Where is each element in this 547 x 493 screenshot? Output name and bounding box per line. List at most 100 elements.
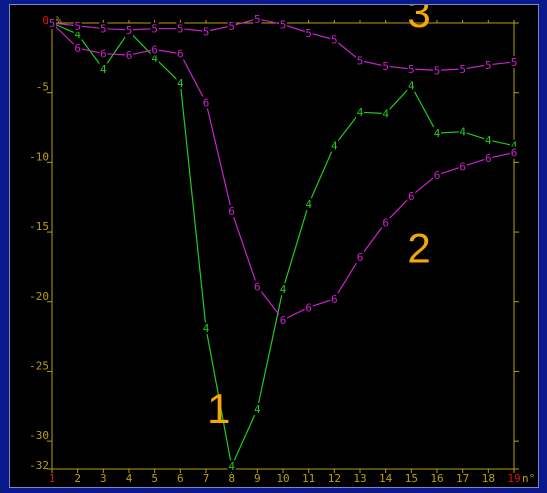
data-point-6: 6	[203, 96, 210, 109]
data-point-4: 4	[151, 52, 158, 65]
x-tick-label: 17	[456, 472, 469, 485]
data-point-6: 6	[74, 42, 81, 55]
marker-bg	[150, 51, 159, 64]
x-tick-label: 6	[177, 472, 184, 485]
data-point-5: 5	[434, 64, 441, 77]
x-tick-label: 18	[482, 472, 495, 485]
y-tick-label: -30	[29, 429, 49, 442]
marker-bg	[330, 139, 339, 152]
data-point-6: 6	[459, 161, 466, 174]
marker-bg	[458, 125, 467, 138]
series-line-6	[51, 22, 515, 321]
marker-bg	[253, 403, 262, 416]
data-point-6: 6	[177, 48, 184, 61]
data-point-5: 5	[511, 56, 518, 69]
data-point-4: 4	[382, 108, 389, 121]
marker-bg	[279, 18, 287, 31]
data-point-5: 5	[126, 24, 133, 37]
data-point-5: 5	[459, 63, 466, 76]
marker-bg	[73, 28, 82, 41]
data-point-5: 5	[203, 25, 210, 38]
marker-bg	[227, 205, 236, 218]
y-tick-label: -20	[29, 290, 49, 303]
y-tick-label: -15	[29, 220, 49, 233]
marker-bg	[202, 25, 210, 38]
marker-bg	[407, 79, 416, 92]
marker-bg	[381, 216, 390, 229]
data-point-4: 4	[177, 77, 184, 90]
marker-bg	[99, 22, 108, 35]
marker-bg	[433, 64, 441, 77]
data-point-5: 5	[100, 23, 107, 36]
x-tick-label: 8	[228, 472, 235, 485]
data-point-4: 4	[203, 322, 210, 335]
x-tick-label: 10	[276, 472, 289, 485]
series-number-label: 3	[407, 5, 430, 36]
marker-bg	[381, 107, 390, 120]
marker-bg	[125, 49, 133, 62]
x-tick-label: 16	[430, 472, 443, 485]
y-tick-label: 0	[42, 14, 49, 27]
marker-bg	[99, 62, 108, 75]
x-axis-ticks: 1 2 3 4 5 6 7 8 9 10 11 12 13 14 15 16 17 18 19 n°	[49, 20, 535, 485]
marker-bg	[484, 58, 493, 71]
data-point-6: 6	[151, 43, 158, 56]
marker-bg	[330, 292, 339, 305]
marker-bg	[484, 134, 493, 147]
data-point-6: 6	[280, 314, 287, 327]
data-point-4: 4	[280, 283, 287, 296]
data-point-4: 4	[100, 63, 107, 76]
data-point-4: 4	[511, 140, 518, 153]
data-point-4: 4	[331, 140, 338, 153]
marker-bg	[227, 460, 236, 473]
data-point-4: 4	[459, 126, 466, 139]
series-lines	[51, 18, 515, 469]
data-point-4: 4	[485, 134, 492, 147]
marker-bg	[176, 22, 185, 35]
data-point-5: 5	[151, 23, 158, 36]
marker-bg	[99, 47, 108, 60]
x-unit-label: n°	[522, 472, 535, 485]
marker-bg	[304, 198, 313, 211]
marker-bg	[202, 322, 210, 335]
x-tick-label: 5	[151, 472, 158, 485]
marker-bg	[202, 96, 210, 109]
data-point-6: 6	[434, 169, 441, 182]
y-tick-label: -10	[29, 150, 49, 163]
marker-bg	[73, 42, 82, 55]
x-tick-label: 2	[74, 472, 81, 485]
marker-bg	[48, 17, 56, 29]
chart-axes	[51, 22, 515, 470]
marker-bg	[484, 152, 493, 165]
marker-bg	[253, 280, 262, 293]
marker-bg	[304, 301, 313, 314]
x-tick-label: 14	[379, 472, 393, 485]
data-point-5: 5	[177, 23, 184, 36]
data-point-4: 4	[305, 198, 312, 211]
marker-bg	[407, 189, 416, 202]
y-axis-ticks: 0 -5 -10 -15 -20 -25 -30 -32%	[29, 14, 519, 472]
data-point-4: 4	[228, 460, 235, 473]
data-point-6: 6	[126, 49, 133, 62]
marker-bg	[510, 56, 518, 69]
series-number-label: 2	[407, 225, 430, 272]
series-line-4	[51, 22, 515, 469]
data-point-5: 5	[331, 34, 338, 47]
data-point-5: 5	[254, 13, 261, 26]
x-tick-label: 4	[126, 472, 133, 485]
data-point-6: 6	[331, 293, 338, 306]
data-point-5: 5	[357, 55, 364, 68]
data-point-4: 4	[254, 403, 261, 416]
x-tick-label: 3	[100, 472, 107, 485]
marker-bg	[125, 23, 133, 36]
marker-bg	[176, 47, 185, 60]
marker-bg	[279, 283, 287, 296]
marker-bg	[510, 146, 518, 159]
y-tick-label: -25	[29, 359, 49, 372]
marker-bg	[458, 160, 467, 173]
x-tick-label: 11	[302, 472, 315, 485]
marker-bg	[356, 251, 364, 264]
marker-bg	[458, 62, 467, 75]
marker-bg	[253, 12, 262, 25]
marker-bg	[330, 33, 339, 46]
